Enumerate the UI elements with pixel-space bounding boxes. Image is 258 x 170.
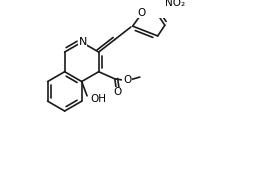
Text: O: O (113, 87, 122, 97)
Text: OH: OH (91, 94, 107, 104)
Text: O: O (138, 8, 146, 18)
Text: O: O (123, 75, 131, 85)
Text: NO₂: NO₂ (165, 0, 185, 8)
Text: N: N (78, 37, 87, 47)
